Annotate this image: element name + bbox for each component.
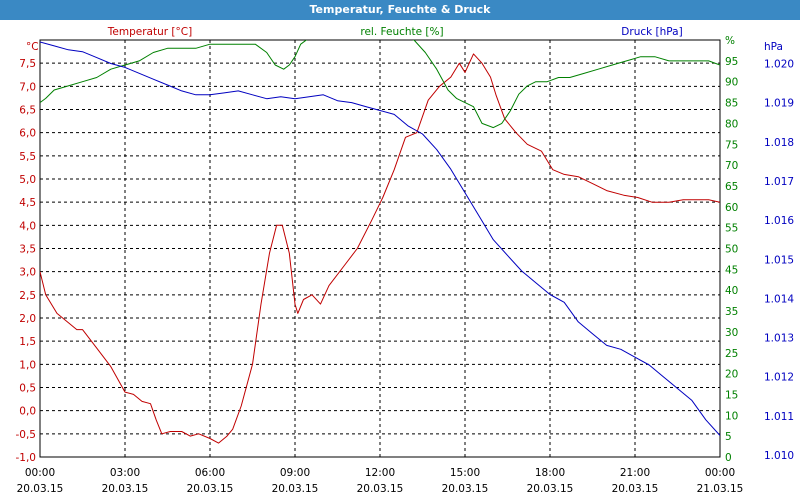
pressure-tick-label: 1.019 [764,98,794,110]
humidity-tick-label: 75 [725,139,738,151]
time-tick-label: 00:00 [705,467,735,479]
temperature-tick-label: 1,5 [19,336,36,348]
temperature-unit-label: °C [26,41,39,53]
humidity-tick-label: 15 [725,389,738,401]
chart-title: Temperatur, Feuchte & Druck [0,0,800,20]
pressure-tick-label: 1.015 [764,254,794,266]
temperature-tick-label: 3,5 [19,244,36,256]
legend-humidity: rel. Feuchte [%] [360,26,443,38]
pressure-tick-label: 1.012 [764,372,794,384]
humidity-tick-label: 95 [725,56,738,68]
time-tick-label: 09:00 [280,467,310,479]
plot-frame [39,39,721,458]
pressure-tick-label: 1.010 [764,450,794,462]
temperature-tick-label: 5,0 [19,174,36,186]
date-tick-label: 20.03.15 [527,483,574,495]
humidity-tick-label: 10 [725,410,738,422]
humidity-line [40,40,720,129]
humidity-tick-label: 0 [725,452,732,464]
temperature-tick-label: 6,0 [19,128,36,140]
humidity-tick-label: 85 [725,98,738,110]
pressure-tick-label: 1.011 [764,411,794,423]
grid [39,39,721,458]
temperature-tick-label: 4,0 [19,220,36,232]
pressure-line [40,41,720,436]
temperature-tick-label: 6,5 [19,105,36,117]
humidity-tick-label: 50 [725,244,738,256]
humidity-tick-label: 30 [725,327,738,339]
humidity-tick-label: % [725,35,735,47]
pressure-tick-label: 1.020 [764,58,794,70]
temperature-tick-label: 0,0 [19,406,36,418]
pressure-tick-label: 1.016 [764,215,794,227]
time-tick-label: 00:00 [25,467,55,479]
temperature-tick-label: 7,0 [19,81,36,93]
legend-temperature: Temperatur [°C] [107,26,192,38]
humidity-tick-label: 65 [725,181,738,193]
humidity-tick-label: 20 [725,369,738,381]
humidity-tick-label: 5 [725,431,732,443]
humidity-tick-label: 25 [725,348,738,360]
time-tick-label: 18:00 [535,467,565,479]
pressure-tick-label: 1.018 [764,137,794,149]
temperature-tick-label: 5,5 [19,151,36,163]
temperature-tick-label: 1,0 [19,359,36,371]
temperature-tick-label: 2,5 [19,290,36,302]
chart-canvas: -1,0 -0,5 0,0 0,5 1,0 1,5 2,0 2,5 3,0 3,5 4,0 4,5 5,… [16,26,795,495]
date-tick-label: 20.03.15 [442,483,489,495]
legend: Temperatur [°C] rel. Feuchte [%] Druck [hP… [107,26,683,38]
pressure-tick-label: 1.017 [764,176,794,188]
temperature-tick-label: -1,0 [16,452,37,464]
humidity-tick-label: 35 [725,306,738,318]
temperature-axis: -1,0 -0,5 0,0 0,5 1,0 1,5 2,0 2,5 3,0 3,5 4,0 4,5 5,… [16,41,39,464]
date-tick-label: 20.03.15 [187,483,234,495]
temperature-tick-label: 4,5 [19,197,36,209]
date-tick-label: 20.03.15 [612,483,659,495]
temperature-tick-label: 7,5 [19,58,36,70]
date-tick-label: 20.03.15 [357,483,404,495]
time-axis: 00:00 20.03.15 03:00 20.03.15 06:00 20.03.15 0… [17,467,744,495]
date-tick-label: 20.03.15 [272,483,319,495]
humidity-tick-label: 45 [725,264,738,276]
series-lines [40,40,720,444]
pressure-tick-label: 1.014 [764,293,794,305]
humidity-axis: 0 5 10 15 20 25 30 35 40 45 50 55 60 65 70 75 80 85 90 95% [725,35,738,464]
time-tick-label: 15:00 [450,467,480,479]
temperature-tick-label: 0,5 [19,383,36,395]
time-tick-label: 12:00 [365,467,395,479]
humidity-tick-label: 60 [725,202,738,214]
humidity-tick-label: 40 [725,285,738,297]
date-tick-label: 20.03.15 [17,483,64,495]
humidity-tick-label: 70 [725,160,738,172]
time-tick-label: 06:00 [195,467,225,479]
pressure-tick-label: hPa [764,41,783,53]
date-tick-label: 20.03.15 [102,483,149,495]
legend-pressure: Druck [hPa] [621,26,682,38]
temperature-tick-label: 3,0 [19,267,36,279]
temperature-tick-label: -0,5 [16,429,37,441]
date-tick-label: 21.03.15 [697,483,744,495]
temperature-tick-label: 2,0 [19,313,36,325]
humidity-tick-label: 55 [725,223,738,235]
pressure-axis: 1.010 1.011 1.012 1.013 1.014 1.015 1.016 1.017… [764,41,794,462]
humidity-tick-label: 80 [725,118,738,130]
time-tick-label: 21:00 [620,467,650,479]
temperature-line [40,53,720,444]
pressure-tick-label: 1.013 [764,333,794,345]
time-tick-label: 03:00 [110,467,140,479]
humidity-tick-label: 90 [725,77,738,89]
